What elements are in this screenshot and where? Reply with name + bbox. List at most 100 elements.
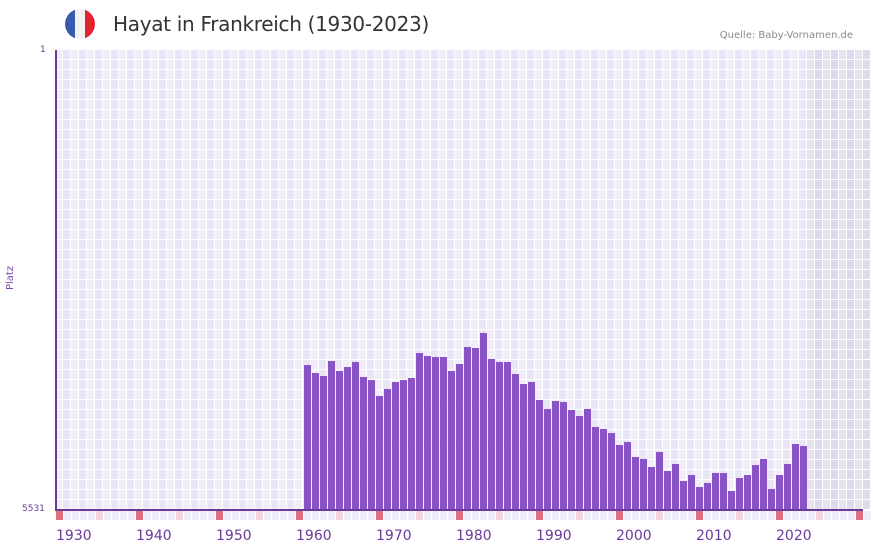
bar-1985[interactable] bbox=[496, 362, 503, 510]
bar-1973[interactable] bbox=[400, 379, 407, 510]
grid-cell bbox=[63, 160, 71, 170]
grid-cell bbox=[255, 310, 263, 320]
grid-cell bbox=[567, 120, 575, 130]
grid-cell bbox=[575, 160, 583, 170]
grid-cell bbox=[159, 130, 167, 140]
grid-cell bbox=[167, 240, 175, 250]
bar-2018[interactable] bbox=[760, 459, 767, 510]
bar-2023[interactable] bbox=[800, 446, 807, 510]
bar-2019[interactable] bbox=[768, 488, 775, 510]
grid-cell bbox=[687, 120, 695, 130]
grid-cell bbox=[383, 370, 391, 380]
bar-2021[interactable] bbox=[784, 464, 791, 510]
grid-cell bbox=[151, 300, 159, 310]
bar-2010[interactable] bbox=[696, 486, 703, 510]
bar-1972[interactable] bbox=[392, 381, 399, 510]
bar-1979[interactable] bbox=[448, 371, 455, 510]
bar-2005[interactable] bbox=[656, 452, 663, 510]
grid-cell bbox=[119, 120, 127, 130]
bar-1974[interactable] bbox=[408, 377, 415, 510]
bar-2011[interactable] bbox=[704, 482, 711, 510]
grid-cell bbox=[399, 290, 407, 300]
grid-cell bbox=[863, 300, 871, 310]
grid-cell bbox=[799, 280, 807, 290]
bar-1976[interactable] bbox=[424, 355, 431, 510]
grid-cell bbox=[111, 80, 119, 90]
grid-cell bbox=[575, 370, 583, 380]
grid-cell bbox=[231, 470, 239, 480]
grid-cell bbox=[583, 300, 591, 310]
bar-1980[interactable] bbox=[456, 364, 463, 510]
grid-cell bbox=[407, 350, 415, 360]
bar-2003[interactable] bbox=[640, 459, 647, 510]
bar-1989[interactable] bbox=[528, 381, 535, 510]
bar-2020[interactable] bbox=[776, 474, 783, 510]
bar-1966[interactable] bbox=[344, 367, 351, 510]
grid-cell bbox=[655, 420, 663, 430]
grid-cell bbox=[247, 430, 255, 440]
bar-1995[interactable] bbox=[576, 416, 583, 510]
grid-cell bbox=[623, 410, 631, 420]
bar-1993[interactable] bbox=[560, 402, 567, 510]
bar-1987[interactable] bbox=[512, 373, 519, 510]
bar-2016[interactable] bbox=[744, 474, 751, 510]
grid-cell bbox=[671, 100, 679, 110]
bar-2017[interactable] bbox=[752, 464, 759, 510]
grid-cell bbox=[431, 220, 439, 230]
bar-1969[interactable] bbox=[368, 379, 375, 510]
bar-2007[interactable] bbox=[672, 464, 679, 510]
grid-cell bbox=[455, 240, 463, 250]
bar-2012[interactable] bbox=[712, 472, 719, 510]
bar-1986[interactable] bbox=[504, 362, 511, 510]
grid-cell bbox=[583, 120, 591, 130]
grid-cell bbox=[743, 280, 751, 290]
bar-1965[interactable] bbox=[336, 371, 343, 510]
bar-1968[interactable] bbox=[360, 376, 367, 510]
bar-2002[interactable] bbox=[632, 457, 639, 510]
bar-2014[interactable] bbox=[728, 490, 735, 510]
bar-1997[interactable] bbox=[592, 426, 599, 510]
bar-1981[interactable] bbox=[464, 346, 471, 510]
bar-1994[interactable] bbox=[568, 410, 575, 510]
grid-cell bbox=[863, 460, 871, 470]
bar-1963[interactable] bbox=[320, 375, 327, 510]
bar-1991[interactable] bbox=[544, 409, 551, 510]
grid-cell bbox=[207, 490, 215, 500]
bar-2022[interactable] bbox=[792, 444, 799, 510]
bar-2009[interactable] bbox=[688, 474, 695, 510]
bar-1961[interactable] bbox=[304, 365, 311, 510]
grid-cell bbox=[719, 220, 727, 230]
bar-2000[interactable] bbox=[616, 445, 623, 510]
bar-1998[interactable] bbox=[600, 428, 607, 510]
bar-2013[interactable] bbox=[720, 472, 727, 510]
grid-cell bbox=[735, 330, 743, 340]
grid-cell bbox=[759, 280, 767, 290]
bar-1984[interactable] bbox=[488, 358, 495, 510]
bar-1999[interactable] bbox=[608, 432, 615, 510]
bar-2008[interactable] bbox=[680, 480, 687, 510]
bar-1992[interactable] bbox=[552, 401, 559, 510]
bar-1988[interactable] bbox=[520, 383, 527, 510]
grid-cell bbox=[447, 200, 455, 210]
bar-1962[interactable] bbox=[312, 372, 319, 510]
bar-2004[interactable] bbox=[648, 466, 655, 510]
bar-1978[interactable] bbox=[440, 357, 447, 510]
grid-cell bbox=[591, 220, 599, 230]
bar-1990[interactable] bbox=[536, 400, 543, 510]
bar-1971[interactable] bbox=[384, 388, 391, 510]
bar-2006[interactable] bbox=[664, 470, 671, 510]
grid-cell bbox=[471, 230, 479, 240]
x-tick-2025 bbox=[816, 511, 823, 520]
bar-1996[interactable] bbox=[584, 409, 591, 510]
bar-1964[interactable] bbox=[328, 361, 335, 510]
bar-1970[interactable] bbox=[376, 395, 383, 510]
bar-2015[interactable] bbox=[736, 477, 743, 510]
bar-1977[interactable] bbox=[432, 357, 439, 510]
bar-1983[interactable] bbox=[480, 332, 487, 510]
bar-2001[interactable] bbox=[624, 442, 631, 510]
bar-1982[interactable] bbox=[472, 347, 479, 510]
grid-cell bbox=[663, 320, 671, 330]
bar-1967[interactable] bbox=[352, 362, 359, 510]
grid-cell bbox=[519, 50, 527, 60]
bar-1975[interactable] bbox=[416, 352, 423, 510]
